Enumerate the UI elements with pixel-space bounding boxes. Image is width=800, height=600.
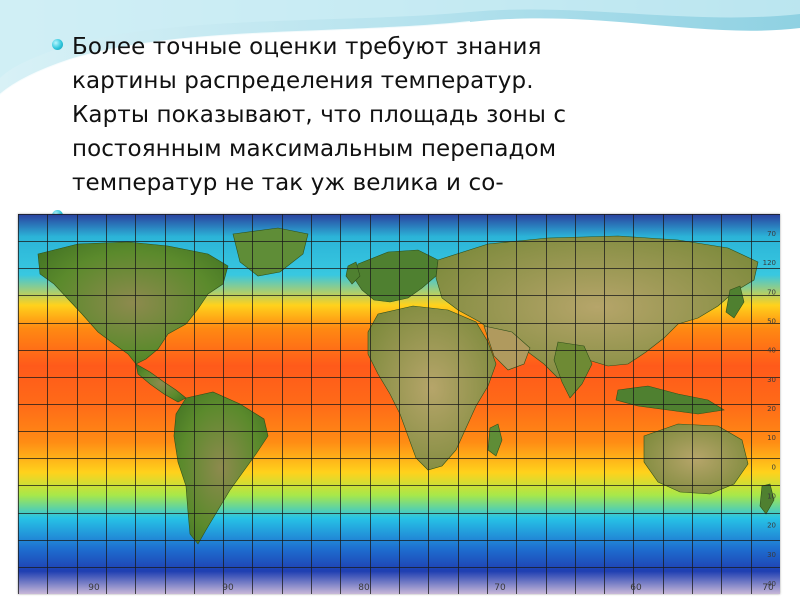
british-isles <box>345 261 361 285</box>
coordinate-labels: 90 90 80 70 60 70 70 120 70 50 40 30 20 10 0 10 20 30 40 <box>88 230 776 593</box>
bullet-line: Карты показывают, что площадь зоны с <box>72 102 567 128</box>
bullet-icon <box>52 39 63 50</box>
latitude-label: 10 <box>767 493 776 501</box>
south-america <box>173 391 269 545</box>
europe <box>353 249 439 303</box>
north-america <box>37 241 229 365</box>
latitude-label: 20 <box>767 405 776 413</box>
bullet-line: температур не так уж велика и со- <box>72 170 504 196</box>
map-canvas: 90 90 80 70 60 70 70 120 70 50 40 30 20 10 0 10 20 30 40 <box>18 214 780 594</box>
arabian-peninsula <box>483 325 531 371</box>
new-zealand <box>759 483 775 515</box>
latitude-label: 40 <box>767 580 776 588</box>
latitude-label: 120 <box>763 259 776 267</box>
latitude-label: 0 <box>772 463 776 471</box>
longitude-label: 90 <box>222 583 234 593</box>
latitude-label: 70 <box>767 288 776 296</box>
bullet-line: картины распределения температур. <box>72 68 534 94</box>
bullet-text: Более точные оценки требуют знания карти… <box>72 30 762 200</box>
latitude-label: 20 <box>767 522 776 530</box>
latitude-label: 50 <box>767 318 776 326</box>
latitude-label: 70 <box>767 230 776 238</box>
latitude-label: 30 <box>767 376 776 384</box>
latitude-label: 30 <box>767 551 776 559</box>
latitude-label: 40 <box>767 347 776 355</box>
sea-surface-temperature-map: 90 90 80 70 60 70 70 120 70 50 40 30 20 10 0 10 20 30 40 <box>18 214 780 594</box>
longitude-label: 90 <box>88 583 100 593</box>
longitude-label: 80 <box>358 583 370 593</box>
japan <box>725 285 745 319</box>
header-wave-decoration <box>0 0 800 96</box>
longitude-label: 60 <box>630 583 642 593</box>
latitude-label: 10 <box>767 434 776 442</box>
bullet-line: постоянным максимальным перепадом <box>72 136 557 162</box>
longitude-label: 70 <box>762 583 774 593</box>
longitude-label: 70 <box>494 583 506 593</box>
bullet-line: Более точные оценки требуют знания <box>72 34 542 60</box>
coordinate-grid <box>18 214 780 594</box>
